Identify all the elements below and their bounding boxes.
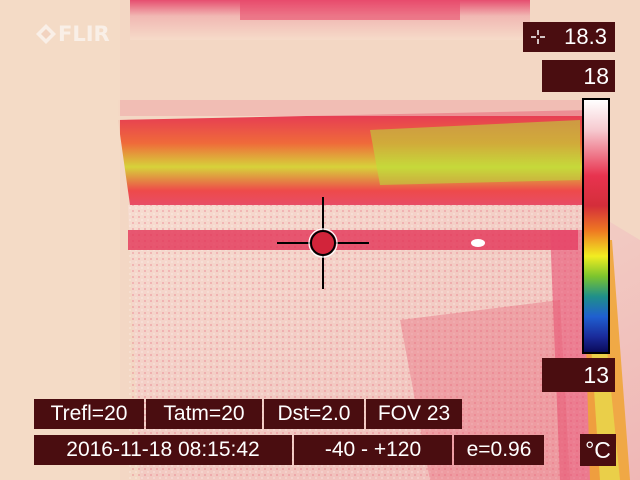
temperature-range: -40 - +120	[294, 435, 452, 465]
spot-temperature-value: 18.3	[564, 24, 607, 49]
flir-logo-text: FLIR	[58, 22, 110, 46]
reflected-temp-param: Trefl=20	[34, 399, 144, 429]
distance-param: Dst=2.0	[264, 399, 364, 429]
flir-logo-icon	[36, 24, 56, 44]
scale-max-label: 18	[542, 60, 615, 92]
scale-min-value: 13	[583, 361, 609, 388]
spot-temperature-readout: 18.3	[523, 22, 615, 52]
crosshair-spot-icon	[531, 24, 545, 50]
spot-meter-crosshair	[277, 197, 369, 289]
scale-min-label: 13	[542, 358, 615, 392]
temperature-unit: °C	[580, 434, 616, 466]
flir-logo: FLIR	[36, 22, 110, 46]
emissivity: e=0.96	[454, 435, 544, 465]
color-scale-gradient	[584, 100, 608, 352]
timestamp: 2016-11-18 08:15:42	[34, 435, 292, 465]
atmospheric-temp-param: Tatm=20	[146, 399, 262, 429]
fov-param: FOV 23	[366, 399, 462, 429]
color-scale-bar	[582, 98, 610, 354]
scale-max-value: 18	[583, 62, 609, 89]
